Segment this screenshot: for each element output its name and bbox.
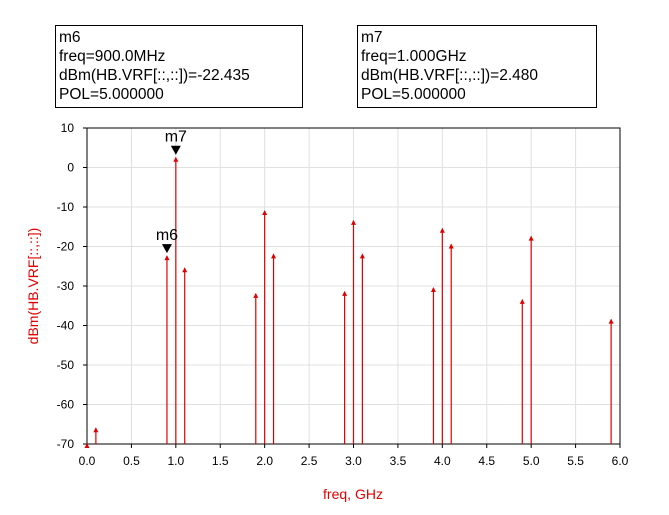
x-tick-label: 5.5 <box>567 454 584 468</box>
marker-value: dBm(HB.VRF[::,::])=2.480 <box>361 67 539 84</box>
x-tick-label: 1.5 <box>212 454 229 468</box>
x-tick-label: 3.0 <box>345 454 362 468</box>
stem-head <box>359 253 365 259</box>
marker-triangle-icon <box>170 145 181 155</box>
marker-readout-m7: m7 freq=1.000GHz dBm(HB.VRF[::,::])=2.48… <box>357 25 597 108</box>
y-tick-label: -10 <box>57 200 75 214</box>
stem-head <box>342 290 348 296</box>
x-tick-label: 0.0 <box>79 454 96 468</box>
x-tick-label: 3.5 <box>390 454 407 468</box>
stem-head <box>173 156 179 162</box>
marker-readout-m6: m6 freq=900.0MHz dBm(HB.VRF[::,::])=-22.… <box>55 25 303 108</box>
stem-head <box>608 318 614 324</box>
y-tick-label: -40 <box>57 319 75 333</box>
stem-head <box>262 209 268 215</box>
x-tick-label: 5.0 <box>523 454 540 468</box>
y-tick-label: -30 <box>57 279 75 293</box>
stem-head <box>182 267 188 273</box>
stem-head <box>351 219 356 225</box>
marker-pol: POL=5.000000 <box>59 86 164 103</box>
marker-triangle-icon <box>161 244 172 254</box>
marker-value: dBm(HB.VRF[::,::])=-22.435 <box>59 67 250 84</box>
stem-head <box>519 298 525 304</box>
stem-head <box>164 255 170 261</box>
marker-freq: freq=1.000GHz <box>361 48 467 65</box>
stem-head <box>448 243 454 249</box>
x-tick-label: 4.5 <box>478 454 495 468</box>
x-tick-label: 6.0 <box>612 454 629 468</box>
y-tick-label: -60 <box>57 398 75 412</box>
y-axis-title: dBm(HB.VRF[::,::]) <box>25 228 41 345</box>
x-axis-title: freq, GHz <box>323 486 383 502</box>
x-tick-label: 2.5 <box>301 454 318 468</box>
x-tick-label: 0.5 <box>123 454 140 468</box>
stem-head <box>84 443 90 448</box>
y-tick-label: 0 <box>67 161 74 175</box>
y-tick-label: -70 <box>57 437 75 451</box>
y-tick-label: -20 <box>57 240 75 254</box>
stem-head <box>93 427 99 433</box>
y-tick-label: -50 <box>57 358 75 372</box>
marker-freq: freq=900.0MHz <box>59 48 166 65</box>
marker-label: m6 <box>156 227 178 244</box>
x-tick-label: 4.0 <box>434 454 451 468</box>
x-tick-label: 1.0 <box>167 454 184 468</box>
stem-head <box>430 286 436 292</box>
stem-head <box>271 253 277 259</box>
y-tick-label: 10 <box>61 121 75 135</box>
marker-name: m6 <box>59 29 81 46</box>
marker-name: m7 <box>361 29 383 46</box>
marker-pol: POL=5.000000 <box>361 86 466 103</box>
stem-head <box>528 235 534 241</box>
marker-label: m7 <box>165 129 187 146</box>
x-tick-label: 2.0 <box>256 454 273 468</box>
stem-head <box>253 292 259 298</box>
stem-head <box>439 227 445 233</box>
